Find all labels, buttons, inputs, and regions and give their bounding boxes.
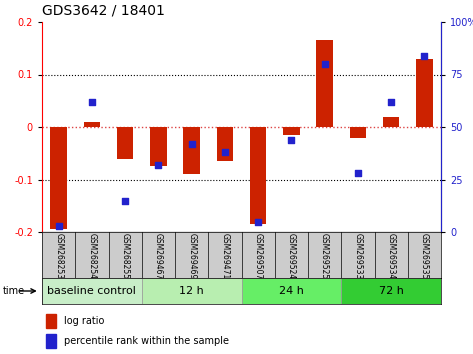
Text: log ratio: log ratio [64,316,105,326]
Text: GSM269507: GSM269507 [254,233,263,280]
Point [122,198,129,203]
Bar [250,127,266,224]
Bar [84,122,100,127]
Point [221,149,228,155]
Text: percentile rank within the sample: percentile rank within the sample [64,336,229,346]
Point [188,141,195,147]
Point [88,99,96,105]
Text: time: time [2,286,25,296]
Text: 12 h: 12 h [179,286,204,296]
Point [354,170,362,176]
Bar [350,127,366,137]
Text: GSM268255: GSM268255 [121,233,130,280]
Point [254,219,262,224]
Text: GSM268254: GSM268254 [88,233,96,280]
Text: GSM269471: GSM269471 [220,233,229,280]
Point [288,137,295,142]
Bar [242,278,341,304]
Bar [416,59,433,127]
Bar [150,127,166,166]
Text: 72 h: 72 h [379,286,403,296]
Text: GSM269533: GSM269533 [353,233,362,280]
Bar [341,278,441,304]
Point [55,223,62,229]
Bar [283,127,300,135]
Point [387,99,395,105]
Point [321,61,328,67]
Text: baseline control: baseline control [47,286,136,296]
Bar [46,334,56,348]
Text: GSM269524: GSM269524 [287,233,296,280]
Text: GSM269535: GSM269535 [420,233,429,280]
Bar [42,278,142,304]
Bar [50,127,67,229]
Text: GSM268253: GSM268253 [54,233,63,280]
Point [155,162,162,168]
Text: GSM269534: GSM269534 [386,233,395,280]
Bar [142,278,242,304]
Bar [117,127,133,159]
Bar [383,116,399,127]
Text: GSM269469: GSM269469 [187,233,196,280]
Text: GSM269525: GSM269525 [320,233,329,280]
Bar [316,40,333,127]
Text: GDS3642 / 18401: GDS3642 / 18401 [42,4,165,18]
Text: GSM269467: GSM269467 [154,233,163,280]
Bar [217,127,233,161]
Bar [184,127,200,174]
Text: 24 h: 24 h [279,286,304,296]
Point [420,53,428,58]
Bar [46,314,56,328]
